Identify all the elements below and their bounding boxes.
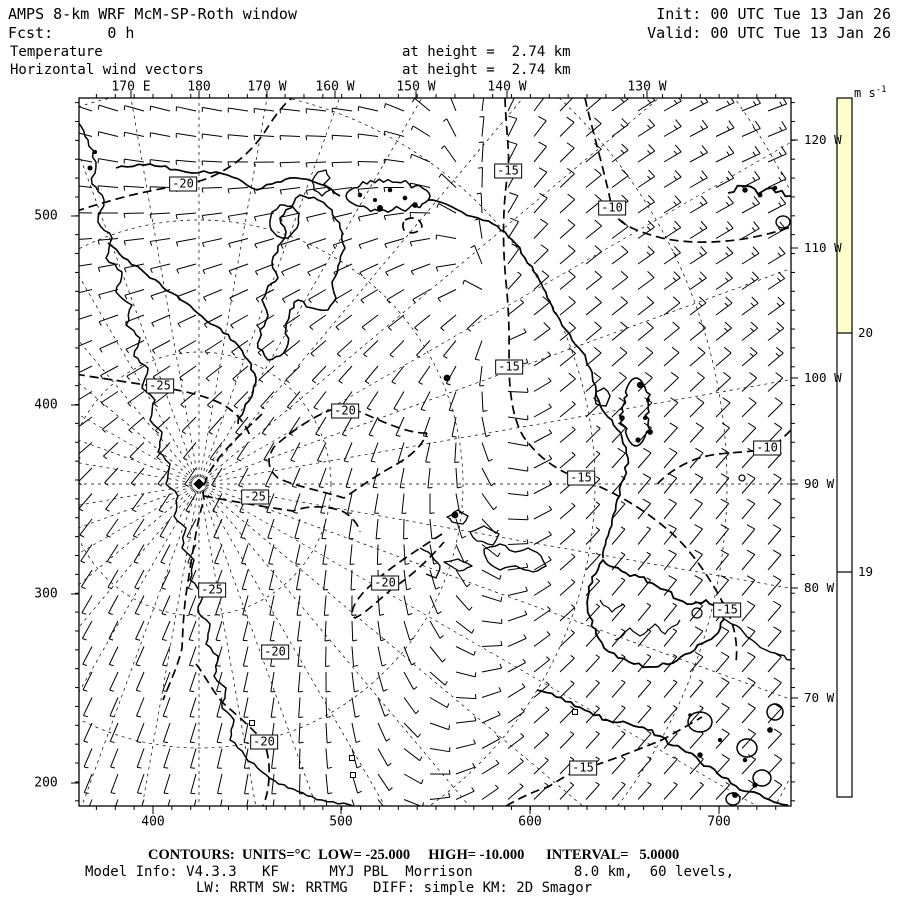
top-longitude-label: 170 E bbox=[111, 79, 151, 95]
x-axis-tick-label: 400 bbox=[141, 814, 165, 830]
x-axis-tick-label: 700 bbox=[707, 814, 731, 830]
right-longitude-label: 70 W bbox=[804, 690, 835, 705]
top-longitude-label: 170 W bbox=[247, 79, 287, 95]
right-longitude-label: 80 W bbox=[804, 580, 835, 595]
field-name-temperature: Temperature bbox=[10, 44, 103, 60]
valid-time: Valid: 00 UTC Tue 13 Jan 26 bbox=[647, 24, 891, 42]
field-name-wind: Horizontal wind vectors bbox=[10, 62, 204, 78]
right-longitude-label: 100 W bbox=[804, 370, 842, 385]
colorbar-unit-exponent: -1 bbox=[875, 85, 887, 95]
x-axis-tick-label: 500 bbox=[329, 814, 353, 830]
contour-label-box: -10 bbox=[753, 440, 781, 456]
y-axis-tick-label: 400 bbox=[34, 397, 58, 413]
contour-label-box: -15 bbox=[494, 163, 522, 179]
right-longitude-label: 90 W bbox=[804, 476, 835, 491]
colorbar-tick-label: 19 bbox=[858, 564, 874, 579]
top-longitude-label: 160 W bbox=[315, 79, 355, 95]
contour-label-box: -15 bbox=[569, 760, 597, 776]
right-longitude-label: 110 W bbox=[804, 240, 842, 255]
contour-label-box: -20 bbox=[169, 176, 197, 192]
contour-info-line: CONTOURS: UNITS=°C LOW= -25.000 HIGH= -1… bbox=[148, 847, 680, 863]
top-longitude-label: 140 W bbox=[487, 79, 527, 95]
contour-label-box: -25 bbox=[146, 378, 174, 394]
contour-label-box: -15 bbox=[495, 359, 523, 375]
colorbar-tick-label: 20 bbox=[858, 325, 874, 340]
colorbar-unit-label: m s-1 bbox=[854, 85, 887, 100]
top-longitude-label: 130 W bbox=[627, 79, 667, 95]
contour-label-box: -20 bbox=[371, 575, 399, 591]
init-time: Init: 00 UTC Tue 13 Jan 26 bbox=[656, 5, 891, 23]
contour-label-box: -15 bbox=[713, 602, 741, 618]
contour-label-box: -20 bbox=[261, 644, 289, 660]
contour-label-box: -25 bbox=[198, 582, 226, 598]
fcst-label: Fcst: bbox=[8, 24, 54, 42]
model-info-line-2: LW: RRTM SW: RRTMG DIFF: simple KM: 2D S… bbox=[196, 880, 593, 896]
y-axis-tick-label: 300 bbox=[34, 586, 58, 602]
plot-title: AMPS 8-km WRF McM-SP-Roth window bbox=[8, 5, 297, 23]
contour-label-box: -25 bbox=[241, 489, 269, 505]
height-annotation-1: at height = 2.74 km bbox=[402, 44, 571, 60]
forecast-hour-line: Fcst: 0 h bbox=[8, 25, 134, 42]
y-axis-tick-label: 500 bbox=[34, 208, 58, 224]
top-longitude-label: 180 bbox=[187, 79, 211, 95]
x-axis-tick-label: 600 bbox=[518, 814, 542, 830]
fcst-value: 0 h bbox=[107, 24, 135, 42]
model-info-line-1: Model Info: V4.3.3 KF MYJ PBL Morrison 8… bbox=[85, 864, 735, 880]
contour-label-box: -20 bbox=[250, 734, 278, 750]
right-longitude-label: 120 W bbox=[804, 132, 842, 147]
contour-label-box: -20 bbox=[331, 403, 359, 419]
y-axis-tick-label: 200 bbox=[34, 775, 58, 791]
top-longitude-label: 150 W bbox=[396, 79, 436, 95]
colorbar-unit-base: m s bbox=[854, 86, 876, 100]
height-annotation-2: at height = 2.74 km bbox=[402, 62, 571, 78]
contour-label-box: -10 bbox=[598, 200, 626, 216]
contour-label-box: -15 bbox=[567, 470, 595, 486]
